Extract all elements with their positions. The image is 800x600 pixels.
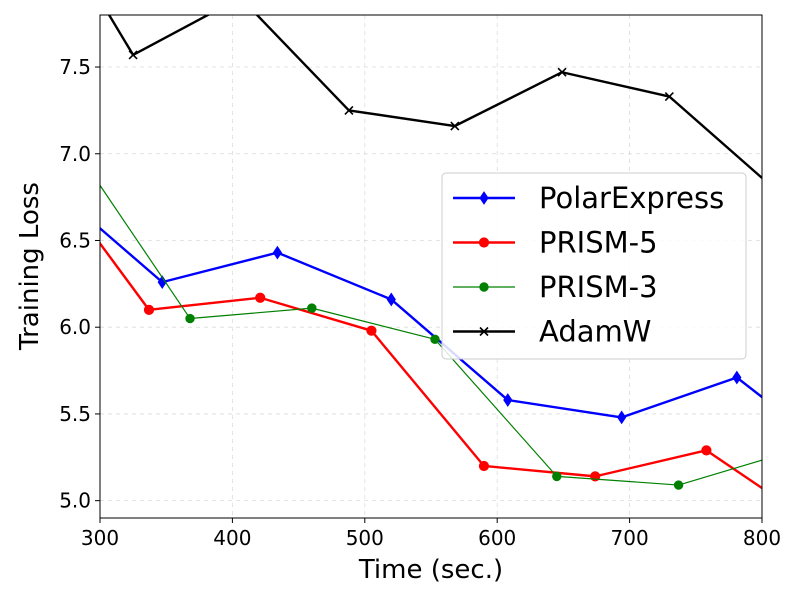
data-point-adamw bbox=[236, 0, 244, 2]
data-point-prism-5 bbox=[366, 325, 377, 336]
legend-label-adamw: AdamW bbox=[539, 315, 651, 349]
x-tick-label: 300 bbox=[81, 526, 119, 550]
y-axis-title: Training Loss bbox=[15, 182, 45, 351]
data-point-prism-5 bbox=[29, 149, 38, 158]
series-adamw bbox=[107, 0, 782, 196]
x-tick-label: 600 bbox=[478, 526, 516, 550]
data-point-polarexpress bbox=[272, 245, 283, 260]
data-point-prism-5 bbox=[255, 292, 266, 303]
ticks: 300 400 500 600 700 800 5.0 5.5 6.0 6.5 7.0 7.5 bbox=[59, 55, 781, 550]
legend-item-prism-5: PRISM-5 bbox=[453, 226, 658, 260]
data-point-prism-3 bbox=[185, 313, 195, 324]
legend-label-polarexpress: PolarExpress bbox=[539, 181, 724, 215]
y-tick-label: 5.0 bbox=[59, 489, 91, 513]
data-point-prism-3 bbox=[430, 334, 440, 345]
data-point-adamw bbox=[344, 105, 354, 115]
series-layer bbox=[29, 0, 800, 490]
y-tick-label: 6.0 bbox=[59, 315, 91, 339]
data-point-prism-5 bbox=[143, 304, 155, 315]
data-point-adamw bbox=[664, 91, 674, 102]
legend-marker-prism-3 bbox=[479, 282, 489, 292]
x-tick-label: 400 bbox=[213, 526, 251, 550]
legend-label-prism-3: PRISM-3 bbox=[539, 270, 658, 304]
legend-item-polarexpress: PolarExpress bbox=[453, 181, 724, 215]
data-point-prism-3 bbox=[796, 444, 800, 452]
data-point-polarexpress bbox=[617, 410, 627, 425]
series-line-adamw bbox=[107, 15, 762, 180]
data-point-adamw bbox=[128, 50, 138, 60]
data-point-adamw bbox=[450, 121, 460, 131]
data-point-prism-3 bbox=[63, 132, 71, 140]
data-point-adamw bbox=[557, 67, 567, 77]
legend-frame bbox=[441, 172, 747, 360]
plot-frame bbox=[99, 14, 763, 519]
data-point-prism-3 bbox=[673, 480, 684, 490]
data-point-prism-5 bbox=[478, 460, 490, 472]
data-point-adamw bbox=[774, 188, 782, 196]
legend-marker-adamw bbox=[479, 326, 489, 337]
x-tick-label: 500 bbox=[346, 526, 384, 550]
data-point-prism-3 bbox=[552, 471, 562, 482]
legend-item-prism-3: PRISM-3 bbox=[453, 270, 658, 304]
data-point-polarexpress bbox=[732, 370, 742, 385]
y-tick-label: 7.5 bbox=[59, 55, 91, 79]
data-point-polarexpress bbox=[503, 393, 513, 407]
legend-item-adamw: AdamW bbox=[453, 315, 651, 349]
data-point-polarexpress bbox=[30, 165, 38, 177]
data-point-prism-5 bbox=[701, 445, 712, 456]
x-axis-title: Time (sec.) bbox=[358, 555, 503, 585]
legend-marker-prism-5 bbox=[478, 237, 490, 248]
series-prism-3 bbox=[63, 132, 800, 490]
data-point-polarexpress bbox=[386, 292, 396, 307]
data-point-polarexpress bbox=[157, 275, 167, 290]
legend: PolarExpress PRISM-5 PRISM-3 AdamW bbox=[441, 172, 747, 360]
y-tick-label: 6.5 bbox=[59, 228, 91, 252]
x-tick-label: 800 bbox=[743, 526, 781, 550]
legend-marker-polarexpress bbox=[479, 191, 489, 205]
legend-label-prism-5: PRISM-5 bbox=[539, 226, 658, 260]
y-tick-label: 7.0 bbox=[59, 142, 91, 166]
x-tick-label: 700 bbox=[611, 526, 649, 550]
data-point-prism-3 bbox=[307, 303, 317, 313]
series-line-prism-5 bbox=[100, 241, 762, 490]
y-tick-label: 5.5 bbox=[59, 402, 91, 426]
